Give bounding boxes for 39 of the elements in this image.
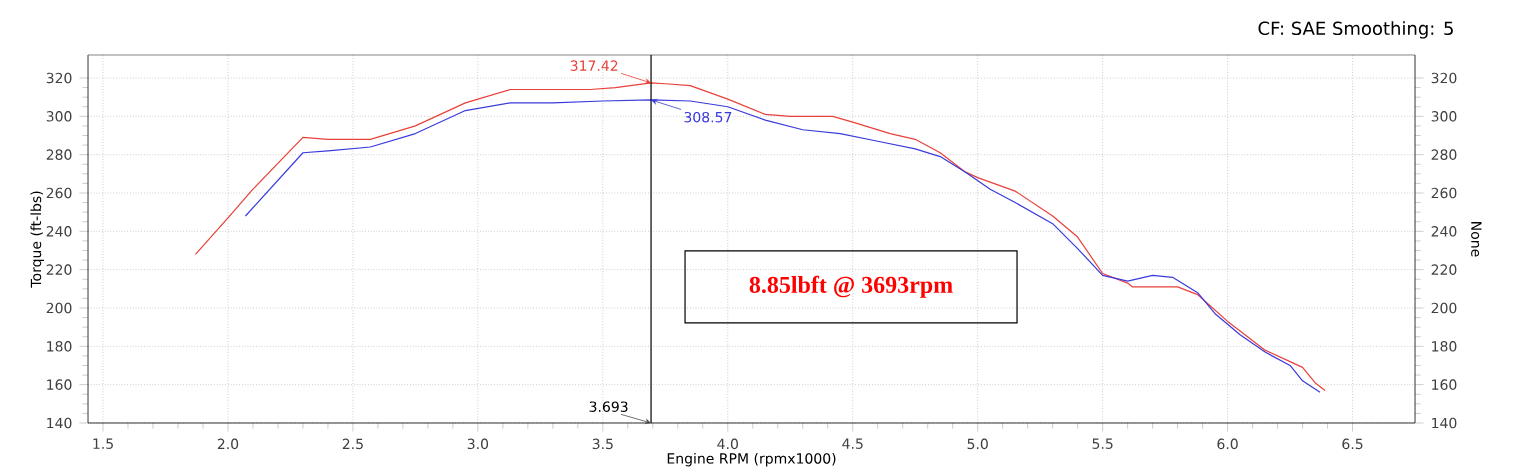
y2-tick-label: 220	[1431, 264, 1457, 275]
y2-axis-title: None	[1471, 222, 1482, 257]
annotation: 8.85lbft @ 3693rpm	[749, 275, 953, 298]
y2-tick-label: 160	[1432, 379, 1457, 390]
y2-tick-label: 320	[1431, 72, 1457, 84]
y-tick-label: 220	[46, 264, 72, 275]
x-tick-label: 2.5	[342, 438, 363, 450]
x-tick-label: 1.5	[93, 438, 113, 449]
y-tick-label: 180	[47, 341, 72, 352]
x-tick-label: 4.0	[717, 438, 738, 450]
x-tick-label: 4.5	[842, 438, 863, 449]
y2-tick-label: 300	[1431, 111, 1457, 122]
y2-tick-label: 240	[1431, 226, 1457, 237]
y2-tick-label: 180	[1432, 341, 1457, 352]
x-axis-title: Engine RPM (rpmx1000)	[667, 452, 836, 467]
y-tick-label: 240	[46, 226, 72, 237]
y-tick-label: 260	[46, 187, 72, 199]
y2-tick-label: 200	[1431, 302, 1457, 314]
annotation: 308.57	[684, 111, 732, 123]
x-tick-label: 2.0	[217, 438, 239, 450]
x-tick-label: 3.5	[592, 438, 613, 450]
y-tick-label: 140	[47, 417, 72, 429]
x-tick-label: 5.0	[967, 438, 988, 450]
text: CF: SAE Smoothing: 5	[1258, 21, 1453, 39]
y2-tick-label: 280	[1431, 149, 1457, 160]
y-tick-label: 200	[46, 302, 72, 314]
y2-tick-label: 140	[1432, 417, 1457, 429]
y-axis-title: Torque (ft-lbs)	[30, 191, 44, 288]
annotation: 317.42	[570, 60, 618, 71]
ref-line-label: 3.693	[589, 401, 628, 412]
y-tick-label: 300	[46, 111, 72, 122]
y-tick-label: 280	[46, 149, 72, 160]
y-tick-label: 320	[46, 72, 72, 84]
y2-tick-label: 260	[1431, 187, 1457, 199]
x-tick-label: 6.5	[1342, 438, 1363, 450]
x-tick-label: 6.0	[1217, 438, 1238, 450]
x-tick-label: 5.5	[1092, 438, 1113, 449]
y-tick-label: 160	[47, 379, 72, 390]
x-tick-label: 3.0	[467, 438, 489, 450]
